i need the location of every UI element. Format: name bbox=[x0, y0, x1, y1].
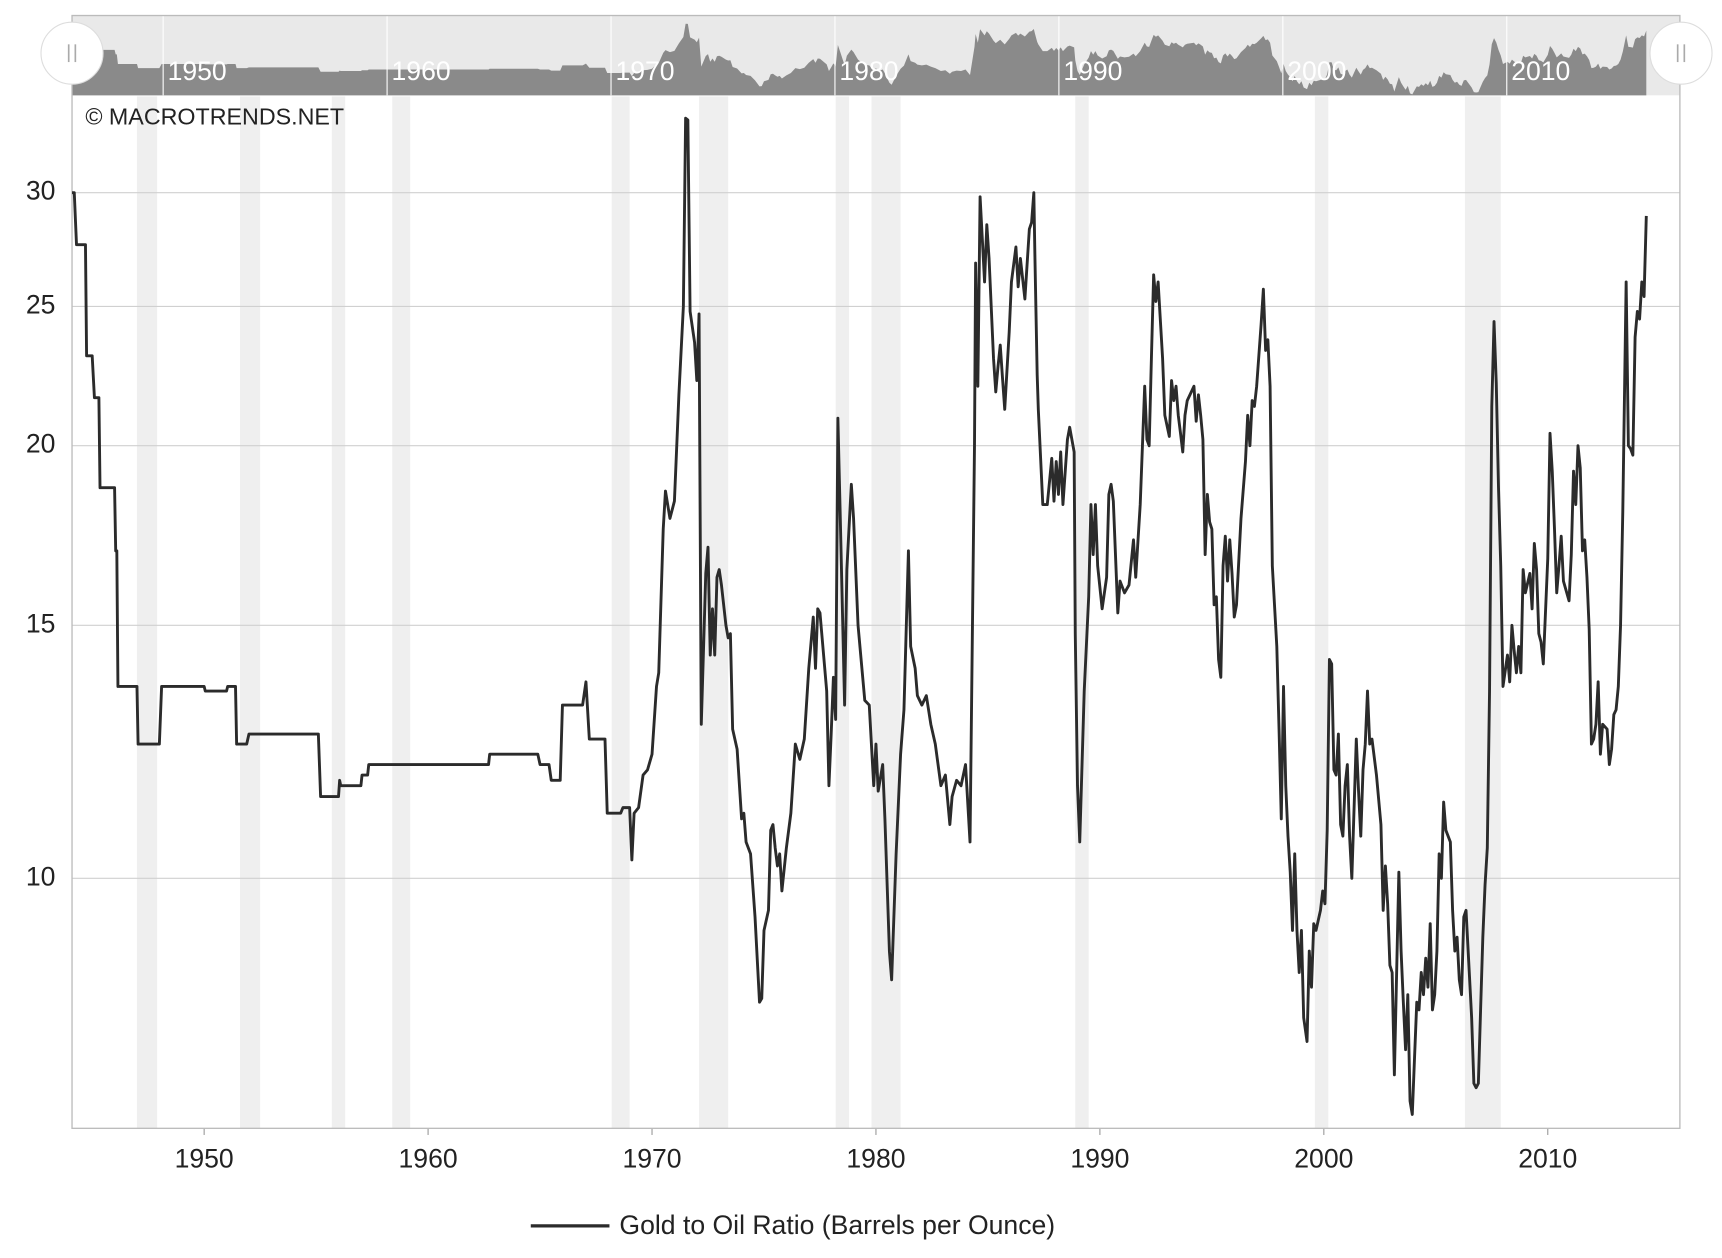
recession-band bbox=[136, 96, 158, 1129]
navigator-tick-label: 1970 bbox=[615, 56, 674, 86]
navigator-tick-label: 1960 bbox=[392, 56, 451, 86]
watermark: © MACROTRENDS.NET bbox=[85, 104, 344, 130]
recession-band bbox=[1075, 96, 1089, 1129]
y-tick-label: 20 bbox=[26, 429, 56, 459]
x-tick-label: 1960 bbox=[399, 1143, 458, 1173]
navigator-tick-label: 2000 bbox=[1287, 56, 1346, 86]
navigator-tick-label: 1990 bbox=[1063, 56, 1122, 86]
x-tick-label: 2000 bbox=[1294, 1143, 1353, 1173]
recession-band bbox=[611, 96, 630, 1129]
x-tick-label: 1990 bbox=[1070, 1143, 1129, 1173]
recession-band bbox=[239, 96, 261, 1129]
navigator-handle-left[interactable] bbox=[40, 21, 104, 85]
plot-area: 10 15 20 25 30 1950 1960 1970 1980 1990 2000 2010 bbox=[26, 14, 1681, 1173]
x-tick-label: 1970 bbox=[622, 1143, 681, 1173]
navigator[interactable]: 1950 1960 1970 1980 1990 2000 2010 bbox=[72, 15, 1647, 96]
y-tick-label: 25 bbox=[26, 289, 56, 319]
navigator-tick-label: 1950 bbox=[168, 56, 227, 86]
plot-frame bbox=[71, 14, 1681, 1129]
y-tick-label: 30 bbox=[26, 176, 56, 206]
recession-band bbox=[331, 96, 346, 1129]
legend-label: Gold to Oil Ratio (Barrels per Ounce) bbox=[619, 1210, 1055, 1240]
recession-band bbox=[1314, 96, 1329, 1129]
y-tick-label: 10 bbox=[26, 861, 56, 891]
navigator-area bbox=[72, 23, 1647, 96]
recession-band bbox=[392, 96, 411, 1129]
x-tick-label: 2010 bbox=[1518, 1143, 1577, 1173]
recession-band bbox=[871, 96, 901, 1129]
y-tick-label: 15 bbox=[26, 608, 56, 638]
navigator-tick-label: 1980 bbox=[839, 56, 898, 86]
navigator-tick-label: 2010 bbox=[1511, 56, 1570, 86]
x-tick-label: 1980 bbox=[846, 1143, 905, 1173]
line-series bbox=[72, 116, 1648, 1116]
x-tick-label: 1950 bbox=[175, 1143, 234, 1173]
navigator-handle-right[interactable] bbox=[1649, 21, 1713, 85]
